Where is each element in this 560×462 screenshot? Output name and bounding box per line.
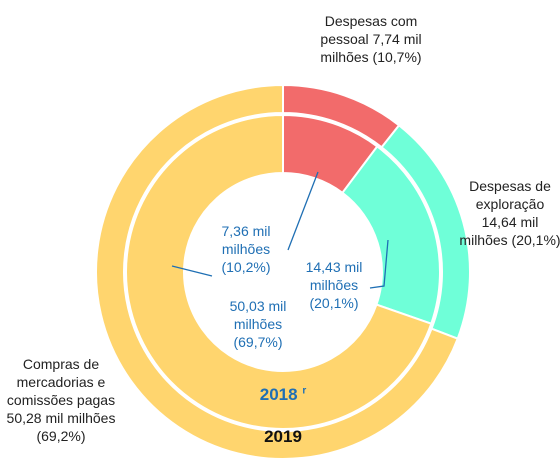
category-label: Compras de mercadorias e comissões pagas <box>6 356 116 408</box>
superscript: r <box>302 385 307 397</box>
inner-label: 14,43 mil milhões (20,1%) <box>305 259 363 311</box>
outer-label: Despesas de exploração 14,64 mil milhões… <box>458 177 560 249</box>
outer-label: Compras de mercadorias e comissões pagas… <box>2 355 120 445</box>
donut-segment <box>95 83 460 460</box>
leader-line <box>171 265 213 277</box>
inner-label: 50,03 mil milhões (69,7%) <box>229 298 287 350</box>
series-name: 2018 <box>259 385 298 404</box>
value-label: 7,74 mil milhões (10,7%) <box>320 31 422 65</box>
year-label: 2018 r <box>243 385 323 405</box>
category-label: Despesas de exploração <box>469 178 551 212</box>
outer-label: Despesas com pessoal 7,74 mil milhões (1… <box>315 12 427 66</box>
leader-line <box>287 171 319 251</box>
category-label: Despesas com pessoal <box>320 13 418 47</box>
year-label: 2019 <box>264 427 302 446</box>
value-label: 14,64 mil milhões (20,1%) <box>459 214 560 248</box>
inner-label: 7,36 mil milhões (10,2%) <box>221 223 271 275</box>
value-label: 50,28 mil milhões (69,2%) <box>6 410 116 444</box>
donut-segment <box>125 113 433 430</box>
leader-line <box>369 239 389 289</box>
